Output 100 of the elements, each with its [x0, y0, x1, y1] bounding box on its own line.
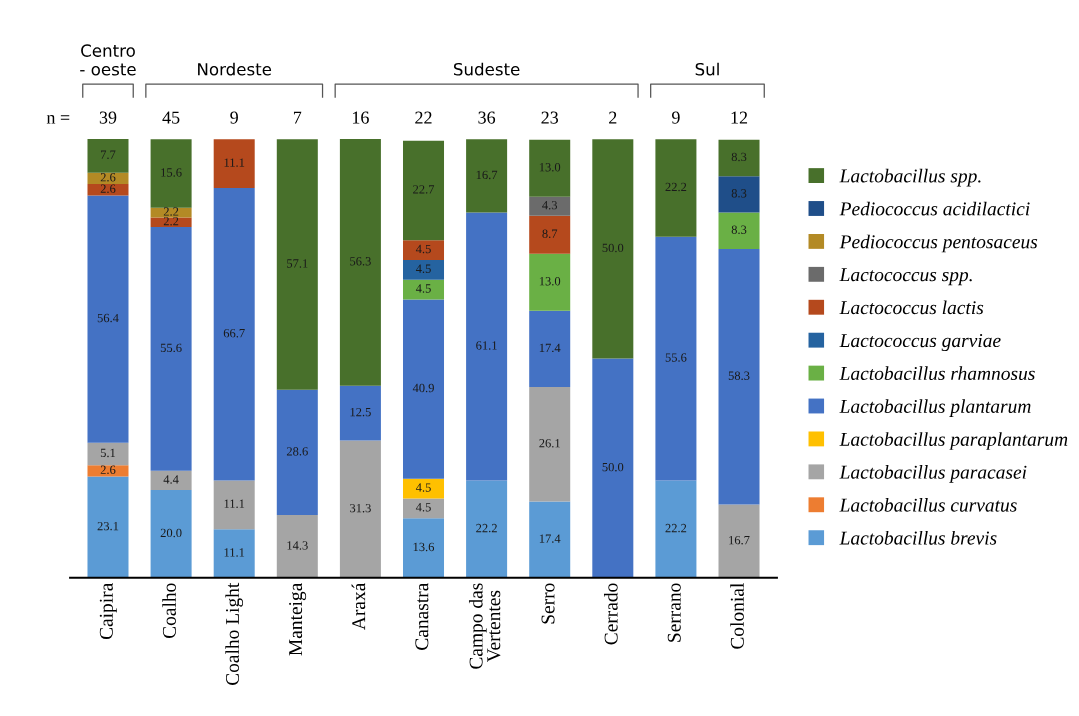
legend-label: Lactobacillus rhamnosus: [839, 366, 1035, 381]
data-label: 11.1: [224, 158, 245, 167]
data-label: 15.6: [161, 168, 182, 177]
data-label: 11.1: [224, 499, 245, 508]
data-label: 2.6: [100, 184, 116, 193]
data-label: 26.1: [539, 439, 560, 448]
data-label: 4.5: [415, 284, 431, 293]
bar: [718, 504, 760, 578]
bar: [403, 140, 445, 241]
bar: [403, 240, 445, 260]
data-label: 20.0: [160, 528, 182, 538]
bar: [529, 501, 571, 578]
bar: [150, 217, 192, 228]
data-label: 12.5: [350, 407, 371, 417]
data-label: 4.5: [415, 483, 431, 492]
bar: [718, 212, 760, 249]
bar: [213, 188, 255, 481]
data-label: 57.1: [287, 259, 308, 268]
text: n =: [46, 114, 70, 124]
bar: [339, 138, 381, 386]
text: 2: [609, 111, 617, 124]
bar: [403, 279, 445, 300]
x-tick-label: Campo das Vertentes: [468, 583, 501, 669]
data-label: 22.2: [476, 523, 497, 533]
bar: [529, 310, 571, 388]
data-label: 56.3: [350, 257, 371, 266]
data-label: 61.1: [476, 341, 497, 350]
legend-label: Lactobacillus brevis: [839, 530, 997, 545]
bar: [87, 184, 129, 196]
text: Centro - oeste: [80, 44, 136, 76]
text: Sul: [695, 62, 719, 76]
legend-label: Lactobacillus paraplantarum: [839, 432, 1068, 450]
bar: [655, 139, 697, 237]
data-label: 4.5: [415, 244, 431, 254]
data-label: 16.7: [476, 170, 498, 180]
bar: [87, 442, 129, 466]
bar: [718, 176, 760, 213]
data-label: 4.3: [542, 200, 558, 210]
data-label: 8.3: [731, 152, 747, 162]
bar: [276, 389, 318, 516]
data-label: 2.6: [100, 173, 116, 182]
data-label: 8.7: [542, 229, 558, 238]
data-label: 31.3: [350, 503, 371, 513]
text: 7: [293, 111, 302, 124]
bar: [339, 385, 381, 441]
bar: [655, 480, 697, 578]
bar: [87, 195, 129, 443]
bar: [403, 259, 445, 280]
data-label: 4.4: [163, 475, 179, 484]
bar: [87, 476, 129, 578]
x-tick-label: Araxá: [351, 582, 366, 630]
bar: [718, 248, 760, 505]
bar: [87, 172, 129, 185]
data-label: 7.7: [101, 150, 116, 159]
bar: [529, 196, 571, 216]
data-label: 14.3: [287, 541, 308, 550]
data-label: 2.2: [163, 207, 179, 216]
data-label: 23.1: [97, 521, 119, 531]
data-label: 28.6: [286, 447, 308, 456]
bar: [529, 215, 571, 254]
bar: [276, 139, 318, 390]
bar: [655, 236, 697, 481]
data-label: 22.2: [665, 182, 687, 192]
x-tick-label: Canastra: [415, 582, 429, 650]
legend-label: Lactobacillus paracasei: [839, 465, 1027, 483]
data-label: 13.6: [413, 542, 435, 552]
text: Nordeste: [198, 62, 272, 76]
data-label: 8.3: [731, 225, 747, 234]
text: 36: [478, 111, 496, 124]
bar: [529, 387, 571, 502]
data-label: 58.3: [728, 371, 750, 380]
bar: [87, 138, 129, 173]
text: 39: [99, 111, 117, 124]
x-tick-label: Coalho Light: [225, 582, 244, 686]
data-label: 55.6: [665, 353, 687, 362]
bar: [150, 139, 192, 208]
bar: [403, 498, 445, 519]
legend-label: Pediococcus acidilactici: [839, 201, 1030, 216]
x-tick-label: Manteiga: [289, 582, 307, 656]
bar: [276, 515, 318, 578]
bar: [466, 212, 508, 481]
data-label: 50.0: [602, 462, 624, 472]
legend-label: Lactobacillus curvatus: [839, 498, 1017, 512]
bar: [213, 480, 255, 530]
data-label: 4.5: [415, 264, 431, 273]
bar: [529, 139, 571, 197]
bar: [213, 139, 255, 189]
bar: [403, 518, 445, 578]
bar: [466, 139, 508, 213]
bar: [150, 490, 192, 578]
legend-label: Lactobacillus plantarum: [839, 399, 1031, 417]
x-tick-label: Cerrado: [604, 583, 618, 645]
data-label: 17.4: [539, 343, 561, 353]
text: 16: [352, 111, 369, 124]
data-label: 4.5: [415, 503, 431, 512]
data-label: 5.1: [100, 448, 116, 458]
data-label: 17.4: [539, 534, 561, 543]
data-label: 11.1: [224, 548, 245, 557]
data-label: 2.2: [163, 216, 179, 226]
bar: [213, 529, 255, 578]
